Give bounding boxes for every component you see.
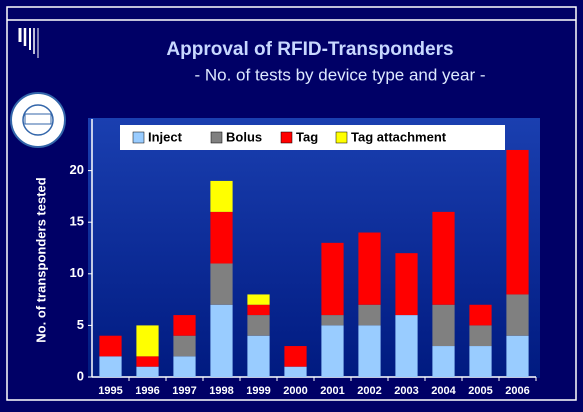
legend	[120, 125, 505, 150]
stripes	[18, 28, 39, 58]
chart-title: Approval of RFID-Transponders	[166, 39, 453, 60]
bar-segment	[358, 325, 381, 377]
bar-segment	[395, 315, 418, 377]
bar-segment	[284, 346, 307, 367]
x-tick-label: 2006	[505, 385, 529, 397]
bar-segment	[99, 335, 122, 357]
x-tick-label: 2005	[468, 385, 492, 397]
bar-segment	[284, 366, 307, 377]
bar-segment	[173, 356, 196, 377]
x-tick-label: 1997	[172, 385, 196, 397]
bar-segment	[469, 325, 492, 347]
plot-area	[88, 118, 540, 378]
frame	[6, 6, 577, 401]
bar-segment	[358, 232, 381, 305]
y-tick-label: 10	[70, 265, 84, 280]
bar-segment	[173, 315, 196, 336]
legend-label: Tag	[296, 129, 318, 144]
bar-segment	[469, 346, 492, 377]
bar-segment	[432, 211, 455, 305]
bar-segment	[506, 335, 529, 377]
bar-segment	[321, 325, 344, 377]
legend-swatch	[280, 131, 293, 144]
bar-segment	[432, 304, 455, 347]
y-tick-label: 0	[77, 368, 84, 383]
bar-segment	[247, 294, 270, 305]
bar-segment	[247, 335, 270, 377]
chart-subtitle: - No. of tests by device type and year -	[194, 65, 485, 84]
bar-segment	[469, 304, 492, 326]
bar-segment	[136, 325, 159, 357]
x-tick-label: 2002	[357, 385, 381, 397]
y-axis-label: No. of transponders tested	[33, 177, 48, 342]
bar-segment	[173, 335, 196, 357]
x-tick-label: 2004	[431, 385, 456, 397]
x-tick-label: 1999	[246, 385, 270, 397]
x-tick-label: 2001	[320, 385, 344, 397]
y-tick-label: 20	[70, 162, 84, 177]
y-tick-label: 5	[77, 317, 84, 332]
x-tick-label: 1995	[98, 385, 122, 397]
bar-segment	[506, 294, 529, 336]
legend-label: Inject	[148, 129, 183, 144]
bar-segment	[247, 315, 270, 336]
legend-label: Tag attachment	[351, 129, 447, 144]
bar-segment	[99, 356, 122, 377]
legend-swatch	[132, 131, 145, 144]
x-tick-label: 1996	[135, 385, 159, 397]
legend-label: Bolus	[226, 129, 262, 144]
bar-segment	[210, 211, 233, 264]
legend-swatch	[335, 131, 348, 144]
bar-segment	[432, 346, 455, 377]
y-tick-label: 15	[70, 214, 84, 229]
bar-segment	[210, 263, 233, 305]
bar-segment	[136, 366, 159, 377]
x-tick-label: 1998	[209, 385, 233, 397]
bar-segment	[321, 242, 344, 316]
bar-segment	[247, 304, 270, 316]
bar-segment	[395, 253, 418, 316]
x-tick-label: 2000	[283, 385, 307, 397]
bar-segment	[210, 180, 233, 212]
bar-segment	[321, 315, 344, 326]
bar-segment	[358, 304, 381, 326]
logo	[10, 92, 66, 148]
x-tick-label: 2003	[394, 385, 418, 397]
bar-segment	[210, 304, 233, 377]
legend-swatch	[210, 131, 223, 144]
bar-segment	[136, 356, 159, 367]
bar-segment	[506, 149, 529, 295]
